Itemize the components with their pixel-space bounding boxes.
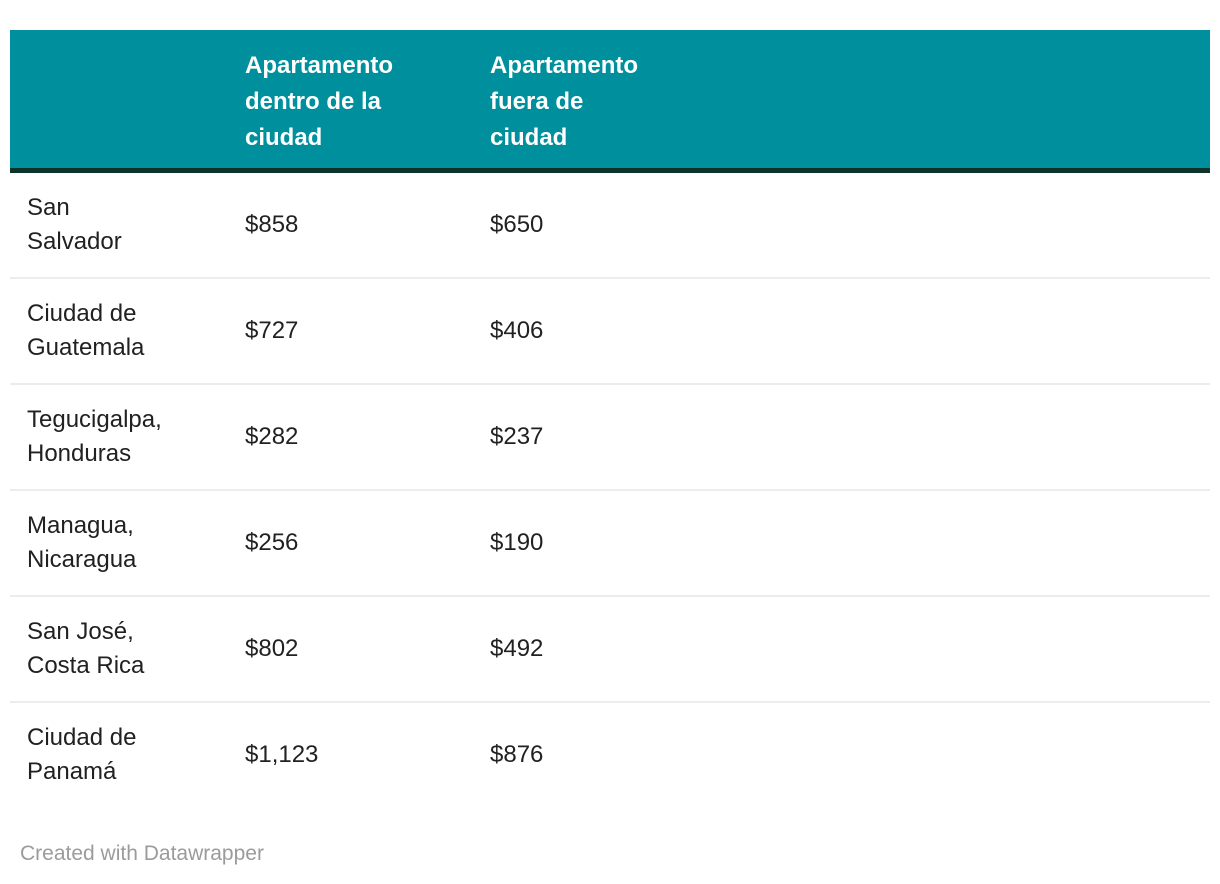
value-inside-city: $282 (245, 383, 490, 490)
table-body: San Salvador $858 $650 Ciudad de Guatema… (10, 171, 1210, 807)
row-label: Managua, Nicaragua (10, 489, 245, 596)
chart-footer: Created with Datawrapper (10, 841, 1210, 867)
value-outside-city: $492 (490, 595, 1210, 702)
value-inside-city: $802 (245, 595, 490, 702)
column-header-apartment-inside-city: Apartamento dentro de la ciudad (245, 30, 490, 173)
table-row-managua: Managua, Nicaragua $256 $190 (10, 489, 1210, 596)
value-inside-city: $727 (245, 277, 490, 384)
value-outside-city: $876 (490, 701, 1210, 807)
row-label: Ciudad de Guatemala (10, 277, 245, 384)
value-inside-city: $858 (245, 211, 299, 238)
value-outside-city: $237 (490, 383, 1210, 490)
table-row-san-jose: San José, Costa Rica $802 $492 (10, 595, 1210, 702)
row-label: San Salvador (27, 194, 122, 255)
value-outside-city: $650 (490, 211, 544, 238)
value-outside-city: $406 (490, 277, 1210, 384)
header-row: Apartamento dentro de la ciudad Apartame… (10, 30, 1210, 173)
value-outside-city: $190 (490, 489, 1210, 596)
table-row-san-salvador: San Salvador $858 $650 (10, 171, 1210, 279)
table-row-tegucigalpa: Tegucigalpa, Honduras $282 $237 (10, 383, 1210, 490)
data-table: Apartamento dentro de la ciudad Apartame… (10, 30, 1210, 807)
column-header-apartment-outside-city: Apartamento fuera de ciudad (490, 30, 1210, 173)
table-row-ciudad-de-panama: Ciudad de Panamá $1,123 $876 (10, 701, 1210, 807)
row-label: Tegucigalpa, Honduras (10, 383, 245, 490)
value-inside-city: $256 (245, 489, 490, 596)
datawrapper-attribution-link[interactable]: Created with Datawrapper (20, 842, 264, 865)
value-inside-city: $1,123 (245, 701, 490, 807)
column-header-city (10, 30, 245, 173)
row-label: Ciudad de Panamá (10, 701, 245, 807)
row-label: San José, Costa Rica (10, 595, 245, 702)
table-row-ciudad-de-guatemala: Ciudad de Guatemala $727 $406 (10, 277, 1210, 384)
table-header: Apartamento dentro de la ciudad Apartame… (10, 30, 1210, 173)
